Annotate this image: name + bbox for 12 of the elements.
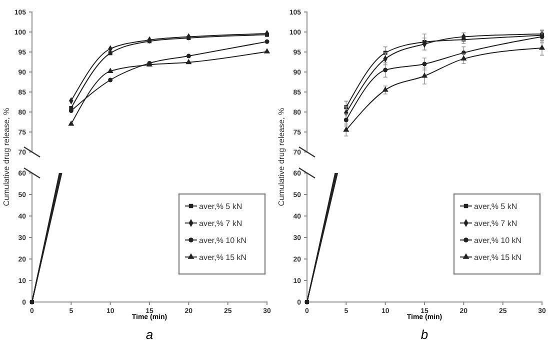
legend-label: aver,% 10 kN	[199, 236, 247, 245]
legend-label: aver,% 5 kN	[199, 202, 242, 211]
legend-label: aver,% 7 kN	[474, 219, 518, 228]
legend-label: aver,% 10 kN	[474, 236, 522, 245]
legend-label: aver,% 15 kN	[199, 253, 247, 262]
y-axis-title: Cumulative drug release, %	[2, 108, 11, 206]
y-axis-title: Cumulative drug release, %	[277, 108, 286, 206]
legend-label: aver,% 5 kN	[474, 202, 518, 211]
text: b	[420, 327, 428, 342]
text: a	[146, 327, 154, 342]
legend-label: aver,% 7 kN	[199, 219, 242, 228]
legend-label: aver,% 15 kN	[474, 253, 522, 262]
